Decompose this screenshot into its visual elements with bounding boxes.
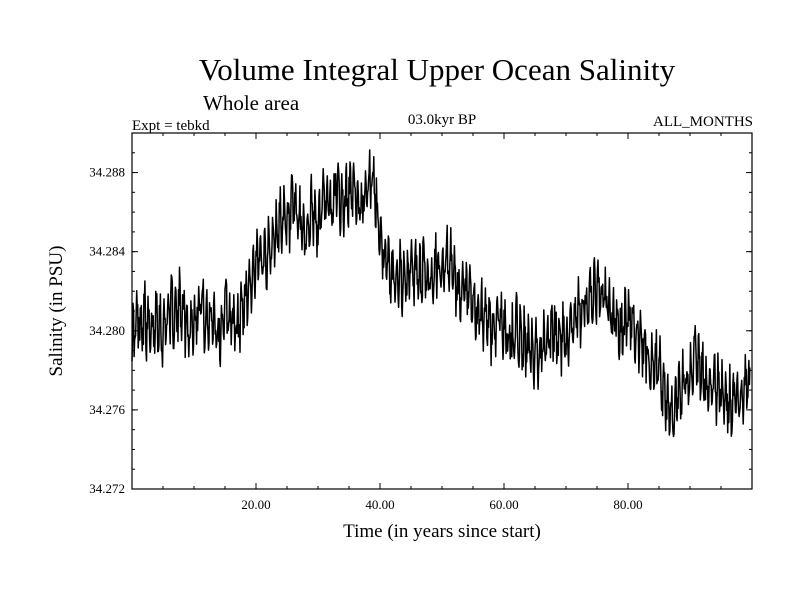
y-tick-label: 34.284 bbox=[89, 244, 125, 259]
plot-frame bbox=[131, 132, 753, 490]
y-tick-label: 34.280 bbox=[89, 323, 125, 338]
salinity-series-line bbox=[131, 149, 751, 438]
x-tick-label: 20.00 bbox=[241, 497, 270, 512]
period-label: 03.0kyr BP bbox=[408, 112, 476, 128]
x-tick-label: 80.00 bbox=[613, 497, 642, 512]
y-axis-label: Salinity (in PSU) bbox=[46, 246, 67, 377]
chart-subtitle: Whole area bbox=[203, 91, 300, 115]
x-tick-label: 60.00 bbox=[489, 497, 518, 512]
y-tick-label: 34.288 bbox=[89, 165, 125, 180]
y-tick-label: 34.276 bbox=[89, 402, 125, 417]
chart-title: Volume Integral Upper Ocean Salinity bbox=[199, 52, 676, 87]
x-tick-label: 40.00 bbox=[365, 497, 394, 512]
y-tick-label: 34.272 bbox=[89, 481, 125, 496]
months-label: ALL_MONTHS bbox=[653, 114, 753, 130]
x-axis-label: Time (in years since start) bbox=[343, 521, 541, 542]
experiment-label: Expt = tebkd bbox=[132, 118, 210, 134]
